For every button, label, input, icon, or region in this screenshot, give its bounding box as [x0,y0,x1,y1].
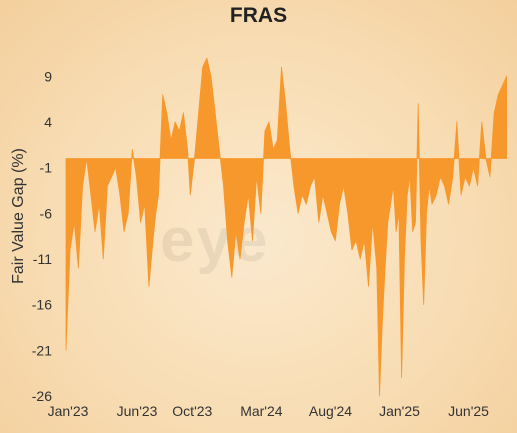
x-tick-label: Jun'25 [448,403,489,419]
x-tick-label: Oct'23 [172,403,212,419]
watermark-logo: eye [160,206,270,275]
y-tick-label: 4 [44,114,52,130]
y-tick-label: 9 [44,68,52,84]
chart-title: FRAS [229,4,288,27]
x-tick-label: Jan'25 [379,403,420,419]
fair-value-gap-area [65,57,507,397]
y-tick-labels: 9 4 -1 -6 -11 -16 -21 -26 [32,68,52,404]
y-tick-label: -21 [32,342,52,358]
y-tick-label: -11 [33,251,52,267]
x-tick-labels: Jan'23 Jun'23 Oct'23 Mar'24 Aug'24 Jan'25 Jun'… [48,403,490,419]
x-tick-label: Mar'24 [240,403,283,419]
area-layer [65,57,507,397]
y-tick-label: -6 [40,205,53,221]
x-tick-label: Jan'23 [48,403,89,419]
x-tick-label: Aug'24 [309,403,352,419]
x-tick-label: Jun'23 [117,403,158,419]
y-tick-label: -16 [32,297,52,313]
y-tick-label: -1 [40,160,53,176]
y-tick-label: -26 [32,388,52,404]
